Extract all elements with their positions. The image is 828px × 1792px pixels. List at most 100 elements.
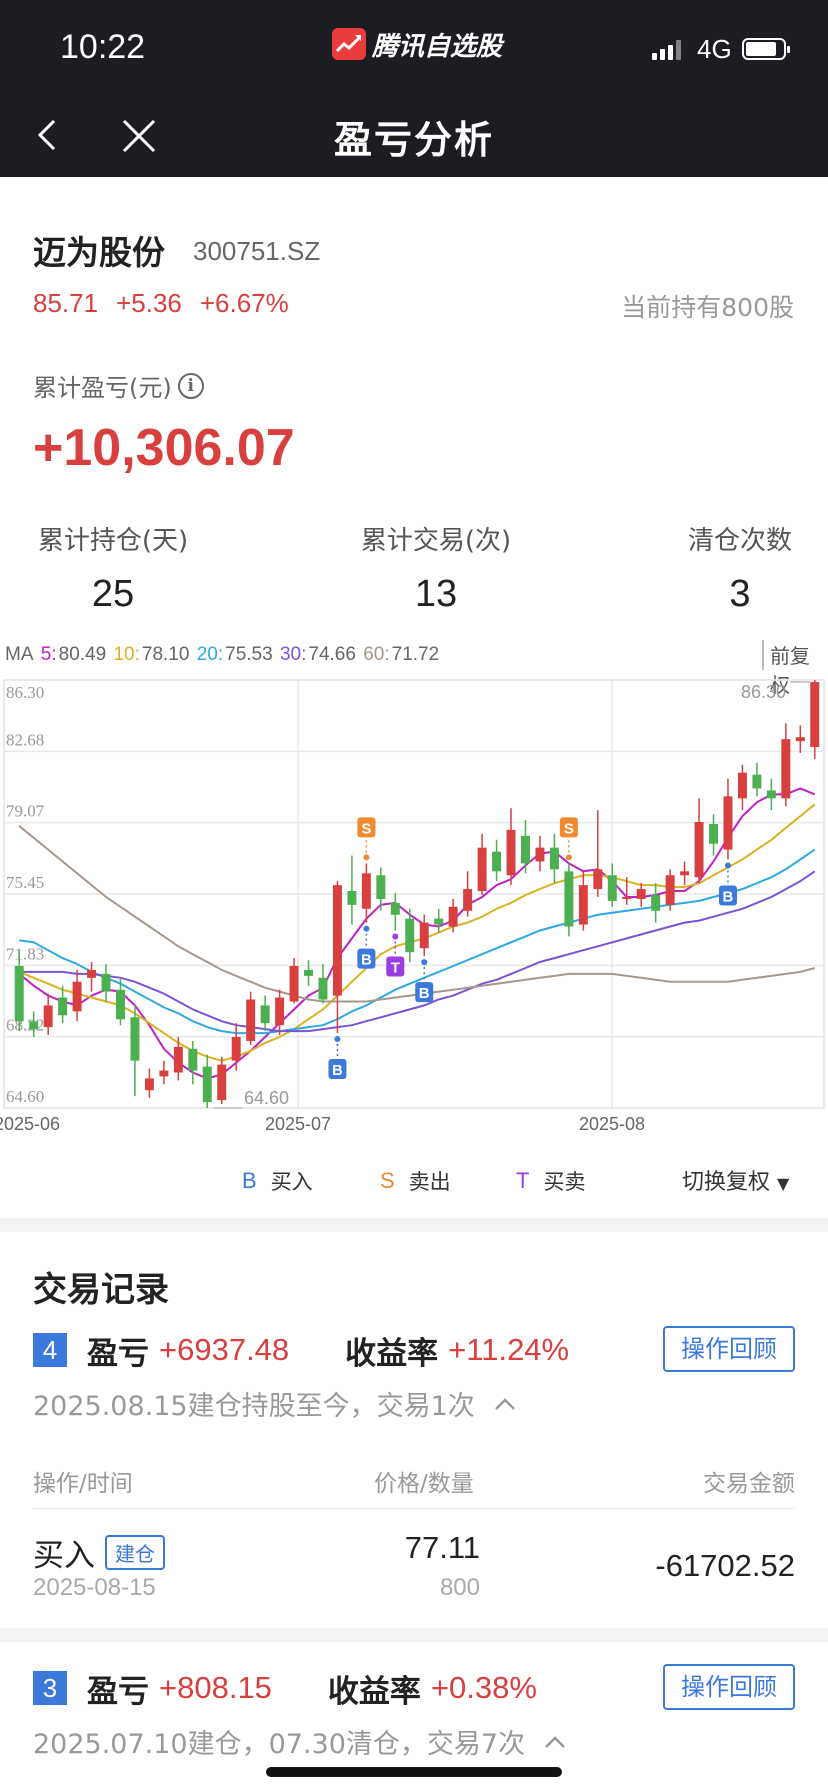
candle-body	[520, 835, 530, 864]
candle-body	[275, 997, 285, 1026]
marker-badge	[415, 982, 434, 1003]
stock-name: 迈为股份	[33, 233, 165, 272]
caret-down-icon: ▼	[777, 1174, 790, 1193]
record-rate-label: 收益率	[345, 1335, 439, 1372]
candle-body	[159, 1070, 169, 1077]
marker-badge	[357, 948, 376, 969]
record-header-3: 3 盈亏 +808.15 收益率 +0.38%	[33, 1666, 537, 1710]
stat-holding-days: 累计持仓(天) 25	[33, 520, 193, 616]
y-tick-label: 75.45	[6, 873, 44, 892]
trade-price: 77.11	[404, 1530, 480, 1565]
low-label: 64.60	[244, 1088, 289, 1108]
candle-body	[332, 885, 342, 996]
marker-letter: B	[723, 888, 734, 905]
switch-adjust-button[interactable]: 切换复权 ▼	[682, 1164, 789, 1196]
x-tick-label: 2025-08	[579, 1114, 645, 1134]
trade-date: 2025-08-15	[33, 1574, 156, 1601]
legend-sell: S 卖出	[380, 1166, 451, 1196]
candle-body	[43, 1005, 53, 1028]
ma10-value: 78.10	[141, 644, 190, 665]
stat-label: 累计持仓(天)	[37, 526, 189, 556]
candle-body	[217, 1064, 227, 1101]
record-header-4: 4 盈亏 +6937.48 收益率 +11.24%	[33, 1328, 569, 1372]
trade-amount: -61702.52	[655, 1548, 795, 1583]
y-tick-label: 64.60	[6, 1087, 44, 1106]
table-header-amount: 交易金额	[703, 1471, 795, 1497]
candle-body	[607, 875, 617, 901]
record-description[interactable]: 2025.08.15建仓持股至今，交易1次	[33, 1384, 517, 1423]
marker-letter: B	[332, 1062, 343, 1079]
holding-text: 当前持有800股	[621, 293, 794, 322]
app-brand: 腾讯自选股	[332, 26, 502, 62]
ma-prefix: MA	[5, 644, 34, 665]
ma-line	[19, 848, 816, 1035]
operation-review-button[interactable]: 操作回顾	[663, 1326, 795, 1372]
signal-icon	[652, 40, 681, 60]
marker-letter: B	[419, 985, 430, 1002]
candle-body	[636, 889, 646, 899]
candle-body	[680, 871, 690, 876]
record-rate-label: 收益率	[327, 1673, 421, 1710]
record-pnl-label: 盈亏	[87, 1673, 149, 1710]
legend-buy-key: B	[242, 1168, 257, 1193]
candle-body	[448, 906, 458, 927]
legend-sell-key: S	[380, 1168, 395, 1193]
operation-review-button[interactable]: 操作回顾	[663, 1664, 795, 1710]
candle-body	[144, 1078, 154, 1091]
ma-indicator-row: MA 5: 80.49 10: 78.10 20: 75.53 30: 74.66 60…	[5, 644, 441, 666]
marker-dot	[363, 854, 370, 861]
stock-quote: 85.71 +5.36 +6.67%	[33, 288, 289, 319]
cumulative-pnl-value: +10,306.07	[33, 419, 295, 477]
ma5-value: 80.49	[58, 644, 107, 665]
stat-trade-count: 累计交易(次) 13	[356, 520, 516, 616]
y-tick-label: 82.68	[6, 730, 44, 749]
ma-line	[19, 870, 816, 1033]
candle-body	[202, 1066, 212, 1103]
kline-chart[interactable]: 86.30 82.68 79.07 75.45 71.83 68.22 64.60 2025-…	[0, 668, 828, 1138]
candle-body	[361, 873, 371, 909]
trade-op-label: 买入	[33, 1538, 95, 1574]
adjust-toggle-button[interactable]: 前复权	[762, 640, 828, 697]
stat-label: 累计交易(次)	[360, 526, 512, 556]
record-pnl: +808.15	[159, 1670, 272, 1705]
candle-body	[781, 739, 791, 799]
close-icon	[122, 119, 156, 153]
candle-body	[347, 891, 357, 905]
ma30-key: 30:	[279, 644, 307, 665]
trade-records-title: 交易记录	[33, 1270, 169, 1310]
stock-change: +5.36	[116, 288, 182, 318]
marker-dot	[334, 1036, 341, 1043]
status-bar: 10:22 腾讯自选股 4G	[0, 0, 828, 95]
y-tick-label: 79.07	[6, 802, 45, 821]
section-divider	[0, 1218, 828, 1232]
candle-body	[376, 875, 386, 899]
chevron-up-icon	[494, 1397, 515, 1410]
chevron-up-icon	[545, 1735, 565, 1748]
network-type: 4G	[697, 34, 732, 64]
candle-body	[535, 847, 545, 862]
app-logo-icon	[332, 28, 366, 60]
cumulative-pnl-label: 累计盈亏(元) i	[33, 368, 204, 403]
candle-body	[694, 822, 704, 878]
info-icon[interactable]: i	[177, 372, 204, 399]
marker-badge	[357, 817, 376, 838]
candle-body	[419, 922, 429, 949]
trade-op: 买入 建仓	[33, 1530, 165, 1575]
back-button[interactable]	[30, 115, 70, 155]
candle-body	[549, 847, 559, 870]
record-pnl: +6937.48	[159, 1332, 290, 1367]
ma60-value: 71.72	[391, 644, 440, 665]
candle-body	[766, 790, 776, 799]
status-time: 10:22	[60, 28, 146, 66]
table-header-op: 操作/时间	[33, 1471, 133, 1497]
ma-line	[18, 787, 816, 1080]
record-description[interactable]: 2025.07.10建仓，07.30清仓，交易7次	[33, 1722, 567, 1761]
close-button[interactable]	[118, 115, 160, 157]
candle-body	[390, 902, 400, 915]
marker-badge	[718, 885, 737, 906]
ma20-value: 75.53	[225, 644, 273, 665]
candle-body	[246, 999, 256, 1041]
marker-letter: B	[361, 952, 372, 969]
legend-both-key: T	[516, 1168, 530, 1193]
marker-dot	[565, 854, 572, 861]
